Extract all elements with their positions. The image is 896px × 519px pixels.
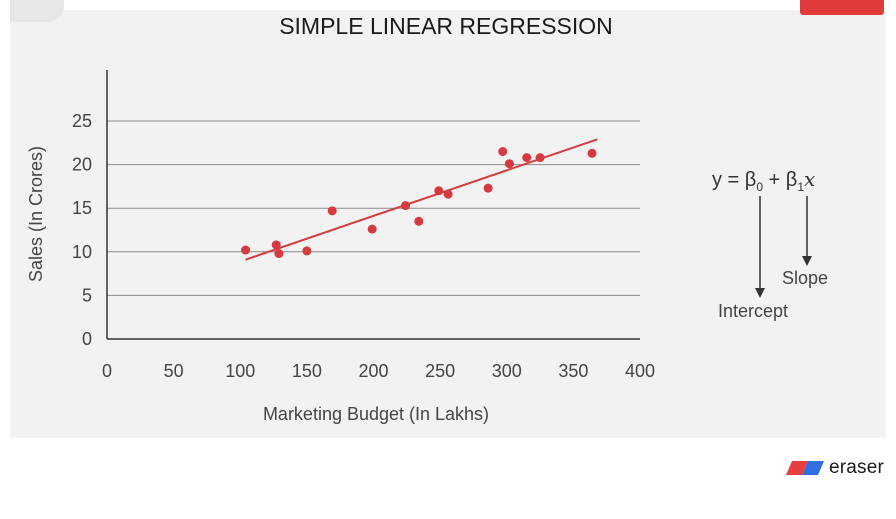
regression-line <box>245 138 598 261</box>
data-point <box>434 186 444 196</box>
slope-arrow <box>802 196 812 266</box>
slope-label: Slope <box>782 268 828 288</box>
y-tick-label: 5 <box>82 285 92 305</box>
chart-title: SIMPLE LINEAR REGRESSION <box>279 13 613 39</box>
top-left-tab[interactable] <box>10 0 64 22</box>
regression-line-group <box>245 138 598 261</box>
data-point <box>241 245 251 255</box>
data-point <box>274 249 284 259</box>
eq-equals: = <box>722 169 745 191</box>
eq-beta1: β <box>786 169 798 191</box>
data-points <box>241 147 597 259</box>
eraser-brand-name: eraser <box>829 457 885 478</box>
data-point <box>504 159 514 169</box>
x-tick-label: 0 <box>102 361 112 381</box>
x-tick-label: 250 <box>425 361 455 381</box>
logo-red-shape <box>786 461 808 475</box>
axes <box>106 70 640 340</box>
data-point <box>587 148 597 158</box>
x-tick-label: 50 <box>164 361 184 381</box>
x-axis-label: Marketing Budget (In Lakhs) <box>263 404 489 424</box>
eq-beta0: β <box>745 169 757 191</box>
y-axis-label: Sales (In Crores) <box>26 146 46 282</box>
y-tick-label: 20 <box>72 155 92 175</box>
chart-card <box>10 10 886 438</box>
x-tick-label: 350 <box>558 361 588 381</box>
x-tick-label: 400 <box>625 361 655 381</box>
x-tick-label: 150 <box>292 361 322 381</box>
intercept-label: Intercept <box>718 301 788 321</box>
data-point <box>271 240 281 250</box>
data-point <box>302 246 312 256</box>
regression-equation: y = β0 + β1x <box>712 167 815 194</box>
y-tick-label: 15 <box>72 198 92 218</box>
intercept-arrow <box>755 196 765 298</box>
data-point <box>367 224 377 234</box>
eraser-brand[interactable]: eraser <box>786 456 884 480</box>
x-tick-label: 300 <box>492 361 522 381</box>
data-point <box>522 153 532 163</box>
grid-lines <box>107 120 640 296</box>
x-tick-label: 200 <box>358 361 388 381</box>
y-tick-label: 0 <box>82 329 92 349</box>
eq-beta0-sub: 0 <box>756 180 763 194</box>
data-point <box>483 183 493 193</box>
data-point <box>498 147 508 157</box>
data-point <box>535 153 545 163</box>
y-tick-label: 10 <box>72 242 92 262</box>
x-tick-labels: 0 50 100 150 200 250 300 350 400 <box>102 361 655 381</box>
y-tick-labels: 0 5 10 15 20 25 <box>72 111 92 349</box>
x-tick-label: 100 <box>225 361 255 381</box>
top-right-button[interactable] <box>800 0 884 15</box>
data-point <box>327 206 337 216</box>
logo-blue-shape <box>802 461 824 475</box>
data-point <box>414 216 424 226</box>
eq-x: x <box>804 167 815 191</box>
eq-y: y <box>712 169 722 191</box>
data-point <box>400 201 410 211</box>
y-tick-label: 25 <box>72 111 92 131</box>
eq-beta1-sub: 1 <box>797 180 804 194</box>
eraser-logo-icon <box>786 461 824 475</box>
eq-plus: + <box>763 169 786 191</box>
data-point <box>443 189 453 199</box>
